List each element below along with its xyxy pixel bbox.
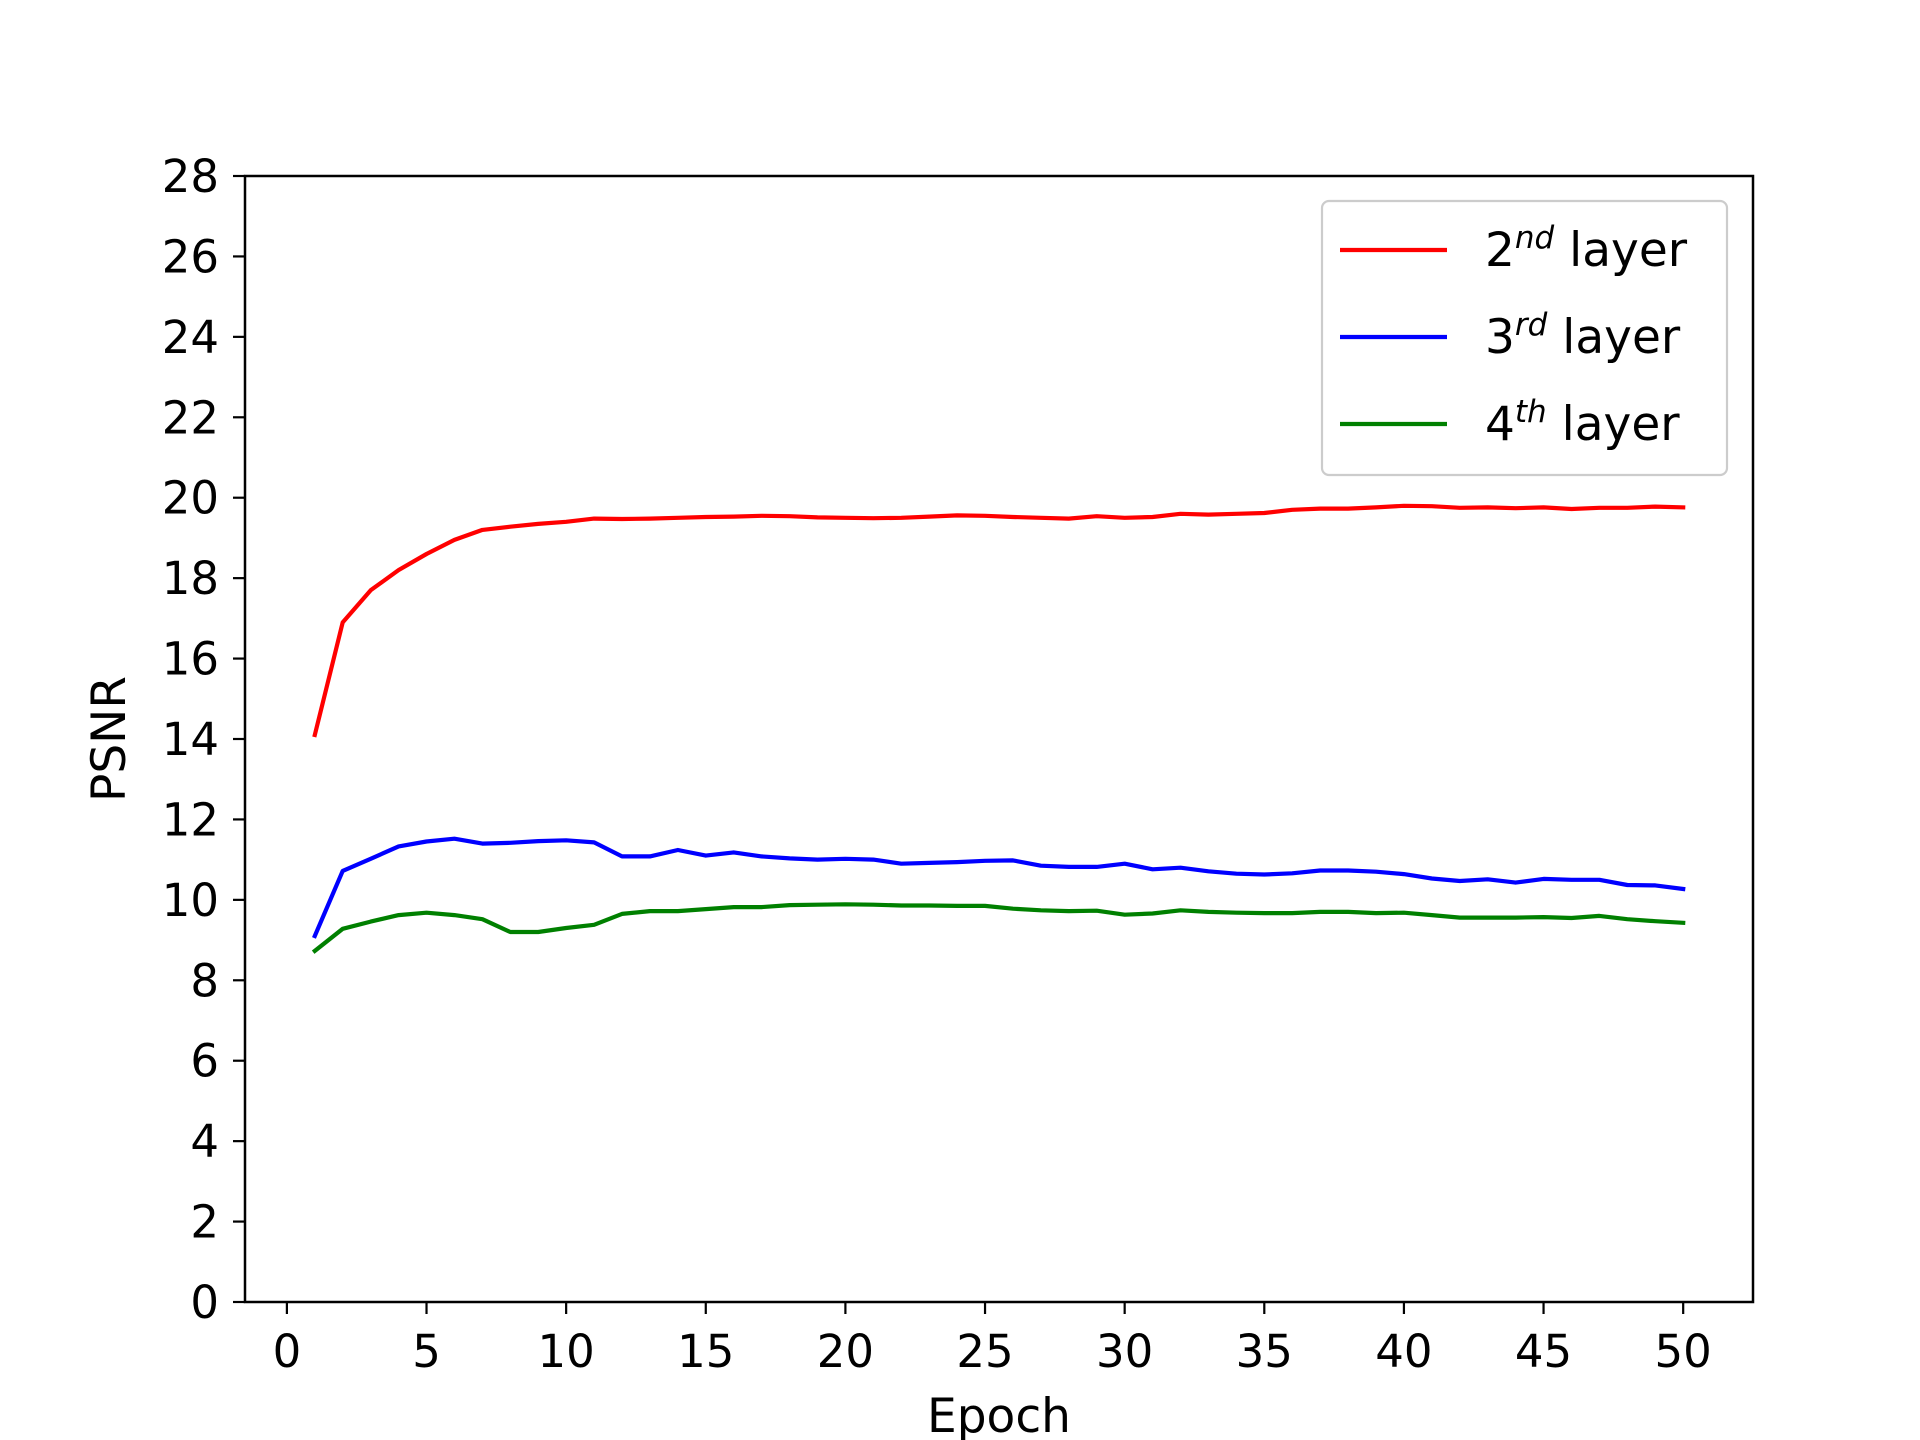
legend-label-number: 4 (1485, 397, 1515, 452)
legend-label-number: 3 (1485, 310, 1515, 365)
x-tick-label: 30 (1096, 1325, 1153, 1378)
legend-box (1320, 199, 1729, 477)
y-tick-label: 0 (190, 1276, 219, 1329)
y-tick-label: 16 (162, 633, 219, 686)
series-line-4 (311, 902, 1686, 954)
legend-label-word: layer (1547, 310, 1681, 365)
y-tick-label: 8 (190, 954, 219, 1007)
y-tick-label: 6 (190, 1035, 219, 1088)
x-axis-label: Epoch (927, 1389, 1071, 1440)
y-tick-label: 10 (162, 874, 219, 927)
legend-label: 2nd layer (1485, 220, 1688, 278)
y-tick-label: 18 (162, 552, 219, 605)
y-tick-label: 26 (162, 230, 219, 283)
x-tick-label: 10 (538, 1325, 595, 1378)
legend-label-suffix: th (1515, 394, 1547, 430)
series-line-3 (312, 836, 1686, 939)
y-tick-label: 2 (190, 1196, 219, 1249)
y-tick-label: 20 (162, 472, 219, 525)
series-layer (311, 503, 1686, 954)
y-tick-label: 4 (190, 1115, 219, 1168)
x-tick-label: 40 (1375, 1325, 1432, 1378)
y-tick-label: 22 (162, 391, 219, 444)
x-tick-label: 20 (817, 1325, 874, 1378)
y-tick-label: 28 (162, 150, 219, 203)
x-tick-label: 50 (1655, 1325, 1712, 1378)
x-tick-label: 25 (956, 1325, 1013, 1378)
x-tick-label: 45 (1515, 1325, 1572, 1378)
legend-label-word: layer (1554, 223, 1688, 278)
legend-label-word: layer (1547, 397, 1681, 452)
x-tick-label: 35 (1236, 1325, 1293, 1378)
x-axis-ticks: 0 5 10 15 20 25 30 35 40 45 50 (273, 1302, 1712, 1378)
legend-label-suffix: nd (1515, 220, 1555, 256)
series-line-2 (312, 503, 1686, 738)
x-tick-label: 0 (273, 1325, 302, 1378)
y-tick-label: 14 (162, 713, 219, 766)
legend-label-number: 2 (1485, 223, 1515, 278)
x-tick-label: 15 (677, 1325, 734, 1378)
y-axis-label: PSNR (82, 676, 137, 802)
legend-label-suffix: rd (1515, 307, 1548, 343)
y-tick-label: 12 (162, 793, 219, 846)
y-tick-label: 24 (162, 311, 219, 364)
x-tick-label: 5 (412, 1325, 441, 1378)
legend-label: 4th layer (1485, 394, 1680, 452)
legend-label: 3rd layer (1485, 307, 1681, 365)
